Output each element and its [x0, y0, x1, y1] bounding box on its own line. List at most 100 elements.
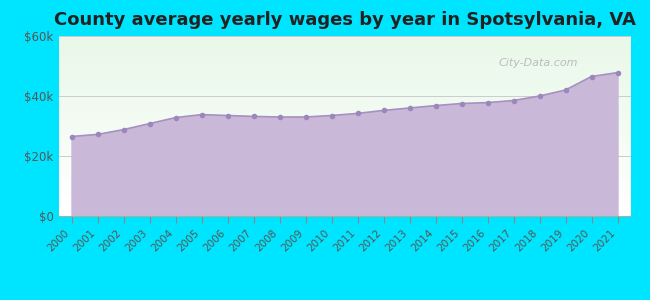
- Bar: [58, 79, 630, 80]
- Bar: [58, 180, 630, 181]
- Bar: [58, 204, 630, 205]
- Bar: [58, 50, 630, 51]
- Bar: [58, 136, 630, 137]
- Bar: [58, 106, 630, 107]
- Bar: [58, 98, 630, 99]
- Bar: [58, 67, 630, 68]
- Bar: [58, 138, 630, 139]
- Bar: [58, 116, 630, 117]
- Bar: [58, 120, 630, 121]
- Bar: [58, 96, 630, 97]
- Bar: [58, 170, 630, 171]
- Bar: [58, 212, 630, 213]
- Bar: [58, 173, 630, 174]
- Bar: [58, 206, 630, 207]
- Bar: [58, 171, 630, 172]
- Title: County average yearly wages by year in Spotsylvania, VA: County average yearly wages by year in S…: [53, 11, 636, 29]
- Bar: [58, 37, 630, 38]
- Bar: [58, 144, 630, 145]
- Bar: [58, 164, 630, 165]
- Bar: [58, 121, 630, 122]
- Bar: [58, 159, 630, 160]
- Bar: [58, 141, 630, 142]
- Bar: [58, 70, 630, 71]
- Bar: [58, 191, 630, 192]
- Bar: [58, 140, 630, 141]
- Bar: [58, 59, 630, 60]
- Bar: [58, 199, 630, 200]
- Bar: [58, 86, 630, 87]
- Point: [378, 108, 389, 113]
- Bar: [58, 175, 630, 176]
- Point: [560, 88, 571, 92]
- Bar: [58, 143, 630, 144]
- Text: City-Data.com: City-Data.com: [499, 58, 578, 68]
- Bar: [58, 193, 630, 194]
- Bar: [58, 176, 630, 177]
- Bar: [58, 150, 630, 151]
- Bar: [58, 118, 630, 119]
- Bar: [58, 201, 630, 202]
- Point: [482, 100, 493, 105]
- Bar: [58, 203, 630, 204]
- Bar: [58, 111, 630, 112]
- Bar: [58, 205, 630, 206]
- Bar: [58, 157, 630, 158]
- Bar: [58, 114, 630, 115]
- Bar: [58, 130, 630, 131]
- Bar: [58, 94, 630, 95]
- Bar: [58, 100, 630, 101]
- Bar: [58, 153, 630, 154]
- Bar: [58, 119, 630, 120]
- Bar: [58, 125, 630, 126]
- Bar: [58, 207, 630, 208]
- Bar: [58, 104, 630, 105]
- Bar: [58, 196, 630, 197]
- Bar: [58, 186, 630, 187]
- Bar: [58, 45, 630, 46]
- Bar: [58, 142, 630, 143]
- Bar: [58, 123, 630, 124]
- Point: [222, 113, 233, 118]
- Bar: [58, 182, 630, 183]
- Bar: [58, 92, 630, 93]
- Bar: [58, 58, 630, 59]
- Bar: [58, 169, 630, 170]
- Point: [430, 103, 441, 108]
- Point: [508, 98, 519, 103]
- Bar: [58, 103, 630, 104]
- Bar: [58, 107, 630, 108]
- Point: [170, 115, 181, 120]
- Bar: [58, 183, 630, 184]
- Bar: [58, 151, 630, 152]
- Bar: [58, 102, 630, 103]
- Bar: [58, 122, 630, 123]
- Bar: [58, 38, 630, 39]
- Bar: [58, 88, 630, 89]
- Bar: [58, 61, 630, 62]
- Bar: [58, 78, 630, 79]
- Bar: [58, 131, 630, 132]
- Bar: [58, 146, 630, 147]
- Point: [300, 115, 311, 119]
- Bar: [58, 81, 630, 82]
- Point: [612, 70, 623, 75]
- Bar: [58, 156, 630, 157]
- Bar: [58, 113, 630, 114]
- Bar: [58, 128, 630, 129]
- Bar: [58, 168, 630, 169]
- Point: [92, 132, 103, 137]
- Bar: [58, 163, 630, 164]
- Point: [196, 112, 207, 117]
- Bar: [58, 57, 630, 58]
- Bar: [58, 47, 630, 48]
- Point: [326, 113, 337, 118]
- Bar: [58, 126, 630, 127]
- Bar: [58, 110, 630, 111]
- Bar: [58, 52, 630, 53]
- Bar: [58, 69, 630, 70]
- Bar: [58, 162, 630, 163]
- Bar: [58, 41, 630, 42]
- Bar: [58, 185, 630, 186]
- Bar: [58, 84, 630, 85]
